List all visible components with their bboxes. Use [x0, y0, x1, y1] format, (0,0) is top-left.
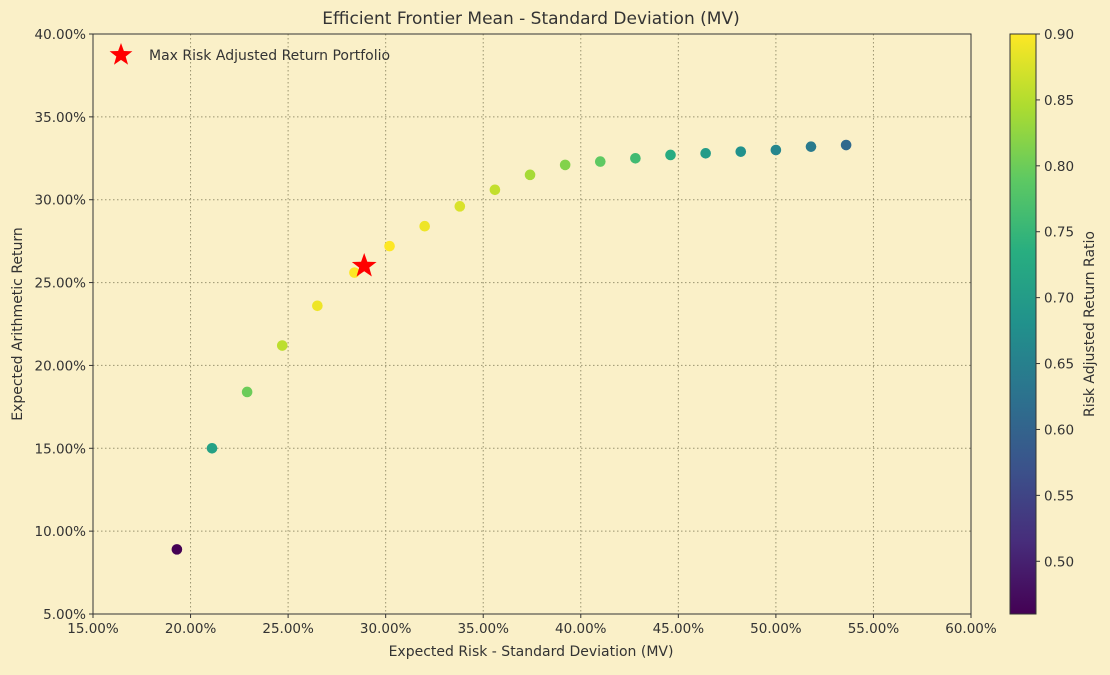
colorbar-ticks: 0.50 0.55 0.60 0.65 0.70 0.75 0.80 0.85 0.90: [1036, 27, 1074, 570]
frontier-point: [454, 201, 466, 212]
frontier-point: [276, 340, 288, 351]
plot-frame: [92, 33, 972, 615]
colorbar-tick-label: 0.50: [1044, 554, 1074, 570]
y-tick-label: 40.00%: [35, 27, 87, 43]
frontier-point: [840, 139, 852, 151]
frontier-point: [594, 156, 606, 167]
x-tick-label: 35.00%: [457, 621, 509, 637]
colorbar-gradient: [1009, 33, 1037, 615]
frontier-point: [805, 141, 817, 152]
plot-area: [93, 34, 971, 614]
max-portfolio-layer: [351, 253, 377, 277]
x-tick-label: 15.00%: [67, 621, 119, 637]
colorbar-tick-label: 0.55: [1044, 488, 1074, 504]
colorbar-label: Risk Adjusted Return Ratio: [1082, 231, 1098, 417]
x-tick-label: 25.00%: [262, 621, 314, 637]
y-tick-label: 5.00%: [43, 607, 86, 623]
frontier-point: [206, 442, 218, 454]
legend: Max Risk Adjusted Return Portfolio: [109, 43, 390, 65]
frontier-point: [419, 220, 430, 232]
legend-label: Max Risk Adjusted Return Portfolio: [149, 48, 390, 64]
max-portfolio-star: [351, 253, 377, 277]
colorbar-tick-label: 0.80: [1044, 159, 1074, 175]
frontier-point: [630, 152, 641, 164]
frontier-point: [384, 240, 395, 252]
colorbar: 0.50 0.55 0.60 0.65 0.70 0.75 0.80 0.85 0.90 Ris…: [1009, 27, 1098, 615]
y-tick-label: 20.00%: [35, 358, 87, 374]
colorbar-tick-label: 0.65: [1044, 357, 1074, 373]
colorbar-tick-label: 0.75: [1044, 225, 1074, 241]
x-tick-label: 40.00%: [555, 621, 607, 637]
x-axis: 15.00% 20.00% 25.00% 30.00% 35.00% 40.00% 45.0…: [67, 614, 997, 637]
legend-star-icon: [109, 43, 133, 65]
frontier-point: [524, 169, 536, 181]
y-tick-label: 30.00%: [35, 193, 87, 209]
y-tick-label: 25.00%: [35, 276, 87, 292]
frontier-point: [665, 149, 676, 161]
y-tick-label: 10.00%: [35, 524, 87, 540]
frontier-point: [700, 148, 711, 159]
frontier-point: [559, 159, 571, 171]
x-tick-label: 60.00%: [945, 621, 997, 637]
colorbar-tick-label: 0.60: [1044, 422, 1074, 438]
x-axis-label: Expected Risk - Standard Deviation (MV): [389, 644, 674, 660]
colorbar-tick-label: 0.90: [1044, 27, 1074, 43]
frontier-point: [735, 146, 747, 157]
frontier-point: [770, 144, 782, 156]
y-axis-label: Expected Arithmetic Return: [10, 227, 26, 421]
colorbar-tick-label: 0.70: [1044, 291, 1074, 307]
frontier-point: [312, 300, 323, 312]
x-tick-label: 45.00%: [653, 621, 705, 637]
x-tick-label: 50.00%: [750, 621, 802, 637]
x-tick-label: 20.00%: [165, 621, 217, 637]
y-tick-label: 35.00%: [35, 110, 87, 126]
colorbar-tick-label: 0.85: [1044, 93, 1074, 109]
frontier-point: [489, 184, 501, 196]
y-tick-label: 15.00%: [35, 441, 87, 457]
x-tick-label: 55.00%: [848, 621, 900, 637]
x-tick-label: 30.00%: [360, 621, 412, 637]
frontier-point: [241, 386, 253, 398]
chart-title: Efficient Frontier Mean - Standard Devia…: [322, 9, 739, 29]
grid: [93, 34, 971, 614]
frontier-point: [171, 544, 183, 555]
y-axis: 5.00% 10.00% 15.00% 20.00% 25.00% 30.00% 35.00…: [35, 27, 93, 623]
